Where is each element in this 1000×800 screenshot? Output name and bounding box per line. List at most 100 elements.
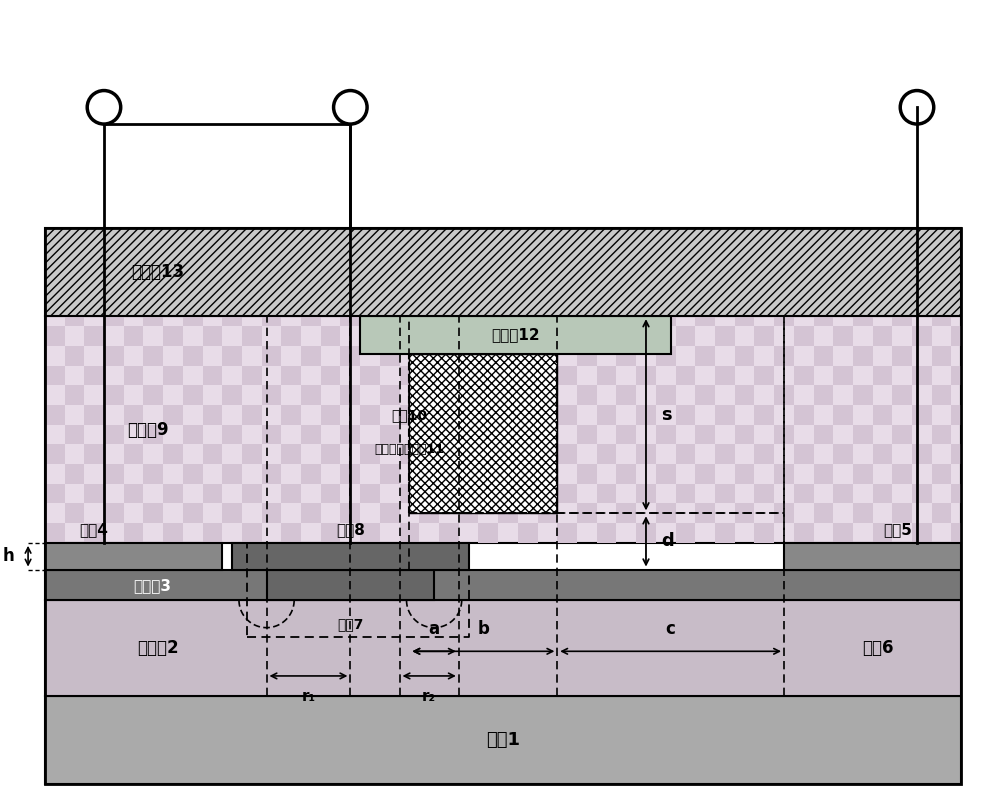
Bar bbox=[409, 354, 557, 514]
Bar bbox=[892, 503, 912, 523]
Bar bbox=[104, 425, 124, 444]
Bar bbox=[124, 484, 143, 503]
Bar bbox=[518, 326, 538, 346]
Bar bbox=[45, 523, 65, 543]
Bar bbox=[439, 444, 459, 464]
Text: 台面6: 台面6 bbox=[862, 639, 893, 658]
Bar bbox=[262, 386, 281, 405]
Bar bbox=[45, 696, 961, 784]
Bar bbox=[715, 405, 735, 425]
Bar bbox=[853, 386, 873, 405]
Bar bbox=[557, 523, 577, 543]
Bar bbox=[65, 425, 84, 444]
Bar bbox=[616, 425, 636, 444]
Bar bbox=[873, 366, 892, 386]
Bar bbox=[873, 326, 892, 346]
Bar bbox=[262, 425, 281, 444]
Bar bbox=[360, 366, 380, 386]
Bar bbox=[242, 326, 262, 346]
Bar bbox=[577, 316, 597, 326]
Bar bbox=[774, 346, 794, 366]
Bar bbox=[380, 503, 400, 523]
Bar bbox=[203, 366, 222, 386]
Bar bbox=[538, 316, 557, 326]
Bar bbox=[143, 425, 163, 444]
Bar bbox=[754, 523, 774, 543]
Text: 源场板12: 源场板12 bbox=[491, 327, 540, 342]
Bar bbox=[833, 444, 853, 464]
Bar bbox=[735, 425, 754, 444]
Bar bbox=[183, 346, 203, 366]
Bar bbox=[419, 386, 439, 405]
Bar bbox=[951, 444, 961, 464]
Text: a: a bbox=[429, 621, 440, 638]
Bar bbox=[912, 523, 932, 543]
Bar bbox=[518, 444, 538, 464]
Bar bbox=[833, 405, 853, 425]
Bar bbox=[84, 366, 104, 386]
Bar bbox=[814, 316, 833, 326]
Bar bbox=[459, 316, 478, 326]
Bar bbox=[873, 444, 892, 464]
Bar bbox=[597, 523, 616, 543]
Bar bbox=[715, 523, 735, 543]
Text: 削杓8: 削杓8 bbox=[336, 522, 365, 538]
Bar bbox=[853, 503, 873, 523]
Bar bbox=[84, 484, 104, 503]
Bar bbox=[203, 326, 222, 346]
Bar bbox=[183, 386, 203, 405]
Bar bbox=[439, 405, 459, 425]
Bar bbox=[301, 464, 321, 484]
Bar bbox=[912, 405, 932, 425]
Bar bbox=[932, 346, 951, 366]
Bar bbox=[853, 346, 873, 366]
Bar bbox=[538, 503, 557, 523]
Bar bbox=[557, 405, 577, 425]
Bar bbox=[45, 227, 961, 784]
Bar bbox=[340, 346, 360, 366]
Bar bbox=[695, 316, 715, 326]
Bar bbox=[400, 523, 419, 543]
Bar bbox=[774, 316, 794, 326]
Bar bbox=[518, 405, 538, 425]
Bar bbox=[124, 444, 143, 464]
Bar bbox=[695, 346, 715, 366]
Bar bbox=[794, 523, 814, 543]
Bar bbox=[163, 523, 183, 543]
Bar bbox=[84, 326, 104, 346]
Bar bbox=[498, 386, 518, 405]
Bar bbox=[636, 326, 656, 346]
Bar bbox=[439, 523, 459, 543]
Bar bbox=[518, 484, 538, 503]
Bar bbox=[340, 464, 360, 484]
Bar bbox=[242, 484, 262, 503]
Bar bbox=[636, 444, 656, 464]
Bar bbox=[163, 366, 183, 386]
Bar bbox=[459, 386, 478, 405]
Bar bbox=[104, 346, 124, 366]
Bar bbox=[932, 386, 951, 405]
Bar bbox=[616, 464, 636, 484]
Bar bbox=[409, 354, 557, 514]
Bar bbox=[498, 316, 518, 326]
Bar bbox=[301, 346, 321, 366]
Bar bbox=[360, 484, 380, 503]
Bar bbox=[656, 386, 676, 405]
Bar bbox=[242, 444, 262, 464]
Bar bbox=[419, 316, 439, 326]
Bar bbox=[242, 405, 262, 425]
Text: 过渡层2: 过渡层2 bbox=[137, 639, 179, 658]
Bar bbox=[163, 405, 183, 425]
Bar bbox=[459, 425, 478, 444]
Bar bbox=[45, 366, 65, 386]
Bar bbox=[695, 464, 715, 484]
Bar bbox=[380, 346, 400, 366]
Bar bbox=[656, 464, 676, 484]
Bar bbox=[794, 484, 814, 503]
Bar bbox=[754, 405, 774, 425]
Bar bbox=[301, 425, 321, 444]
Bar bbox=[203, 444, 222, 464]
Bar bbox=[281, 523, 301, 543]
Bar bbox=[321, 405, 340, 425]
Bar bbox=[419, 464, 439, 484]
